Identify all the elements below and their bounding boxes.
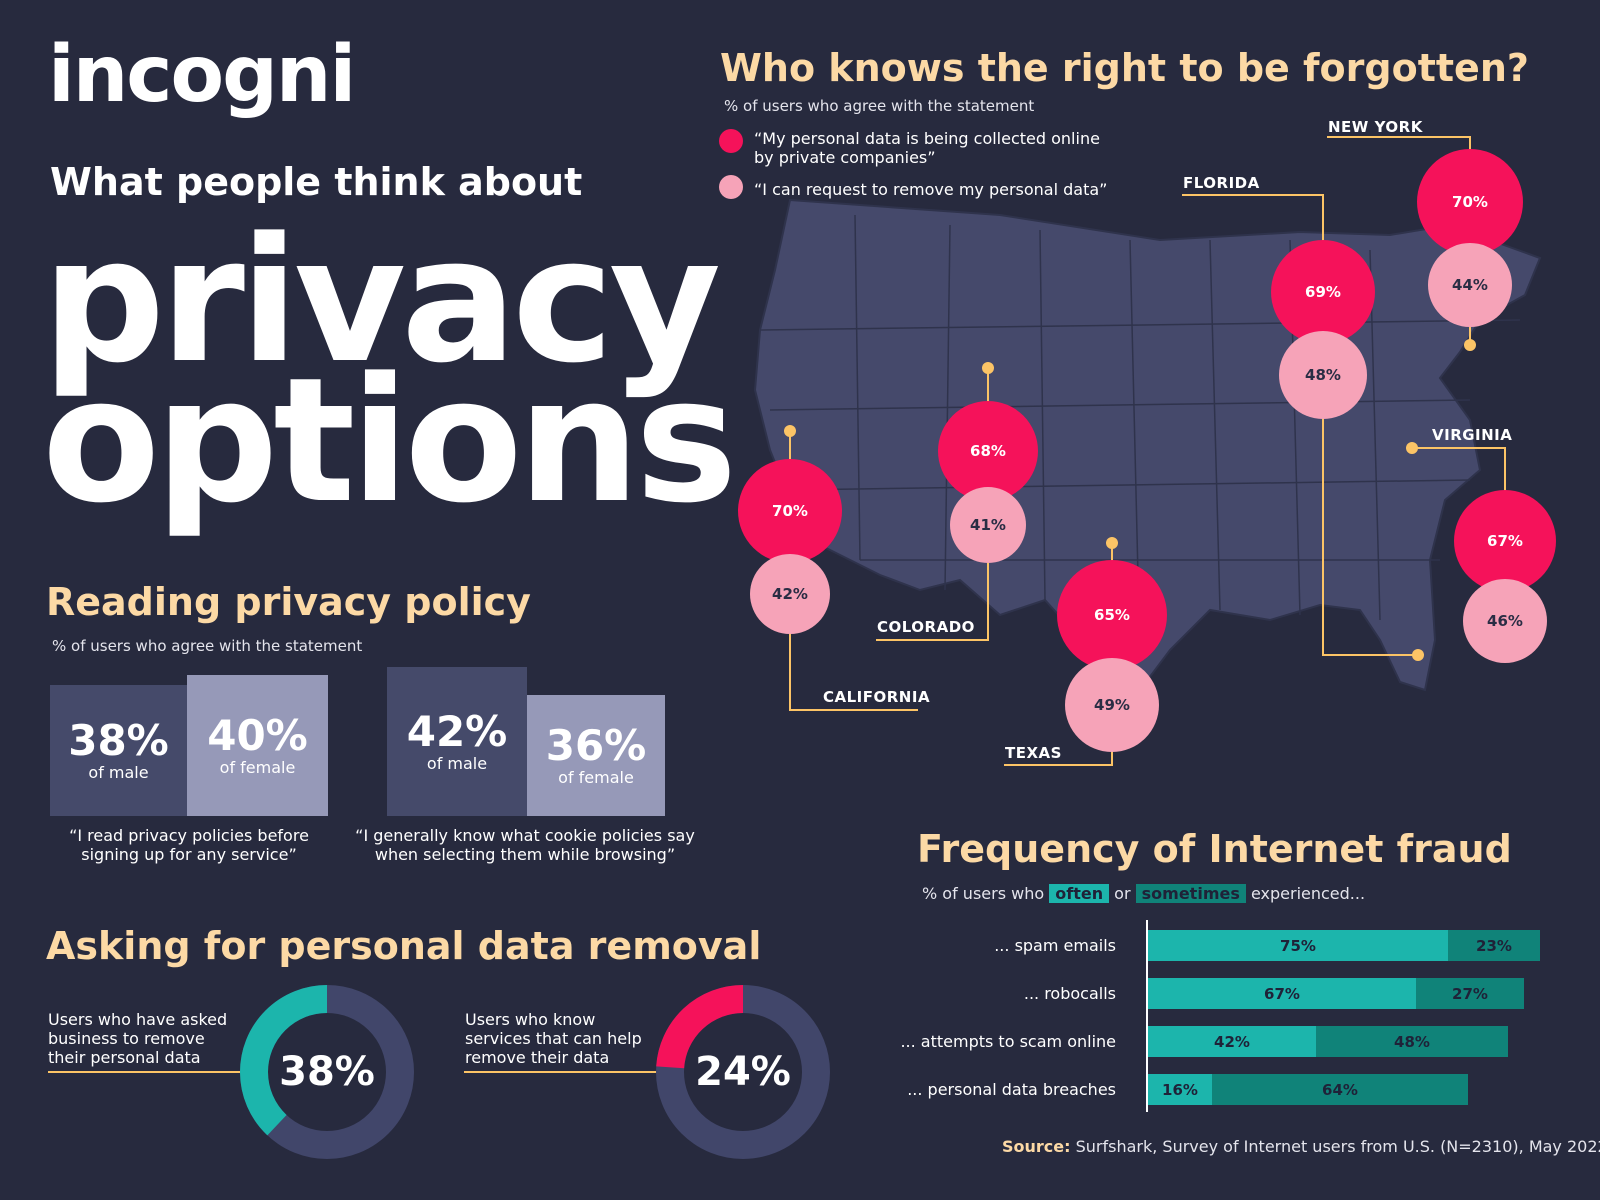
reading-2-male-bar: 42% of male	[387, 667, 527, 816]
fraud-note-post: experienced...	[1250, 884, 1366, 903]
state-texas: TEXAS	[1005, 744, 1062, 762]
removal-1-value: 38%	[279, 1049, 375, 1095]
removal-1-label: Users who have asked business to remove …	[48, 1010, 228, 1068]
removal-2-value: 24%	[695, 1049, 791, 1095]
removal-1-donut-value	[240, 985, 414, 1159]
title-options: options	[42, 340, 737, 541]
legend-request-dot	[719, 175, 743, 199]
reading-2-female-label: of female	[558, 768, 634, 788]
reading-2-quote: “I generally know what cookie policies s…	[355, 826, 695, 865]
colorado-leader-dot	[982, 362, 994, 374]
state-virginia: VIRGINIA	[1432, 426, 1513, 444]
reading-1-male-value: 38%	[68, 715, 169, 765]
reading-2-male-value: 42%	[406, 706, 508, 756]
reading-1-male-label: of male	[88, 763, 149, 783]
us-map-state-borders	[759, 214, 1521, 661]
virginia-leader-dot	[1406, 442, 1418, 454]
state-new-york: NEW YORK	[1328, 118, 1423, 136]
fraud-note: % of users who often or sometimes experi…	[922, 884, 1365, 903]
state-florida: FLORIDA	[1183, 174, 1260, 192]
texas-request-bubble: 49%	[1065, 658, 1159, 752]
source-text: Surfshark, Survey of Internet users from…	[1075, 1137, 1600, 1156]
reading-2-male-label: of male	[426, 754, 488, 774]
legend-collected-text: “My personal data is being collected onl…	[754, 129, 1100, 168]
brand-logo: incogni	[48, 30, 356, 120]
source-label: Source:	[1002, 1137, 1071, 1156]
reading-2-female-bar: 36% of female	[527, 695, 665, 816]
colorado-request-bubble: 41%	[950, 487, 1026, 563]
virginia-request-bubble: 46%	[1463, 579, 1547, 663]
texas-leader-dot	[1106, 537, 1118, 549]
florida-collected-bubble: 69%	[1271, 240, 1375, 344]
legend-collected-dot	[719, 129, 743, 153]
california-request-bubble: 42%	[750, 554, 830, 634]
california-collected-bubble: 70%	[738, 459, 842, 563]
fraud-sometimes-tag: sometimes	[1135, 884, 1246, 903]
reading-1-female-value: 40%	[207, 710, 308, 760]
florida-leader-dot	[1412, 649, 1424, 661]
state-colorado: COLORADO	[877, 618, 975, 636]
removal-heading: Asking for personal data removal	[46, 924, 762, 968]
florida-leader	[1182, 194, 1418, 656]
fraud-axis-line	[1146, 920, 1148, 1112]
state-california: CALIFORNIA	[823, 688, 931, 706]
fraud-often-tag: often	[1049, 884, 1110, 903]
reading-1-female-label: of female	[219, 758, 296, 778]
subtitle: What people think about	[50, 160, 583, 204]
forgotten-heading: Who knows the right to be forgotten?	[720, 46, 1529, 90]
forgotten-note: % of users who agree with the statement	[724, 97, 1035, 115]
legend-request-text: “I can request to remove my personal dat…	[754, 180, 1108, 199]
fraud-heading: Frequency of Internet fraud	[917, 827, 1512, 871]
reading-1-quote: “I read privacy policies before signing …	[69, 826, 309, 865]
fraud-note-pre: % of users who	[922, 884, 1045, 903]
reading-1-female-bar: 40% of female	[187, 675, 328, 816]
california-leader-dot	[784, 425, 796, 437]
new-york-request-bubble: 44%	[1428, 243, 1512, 327]
removal-2-donut-value	[656, 985, 830, 1159]
fraud-note-or: or	[1114, 884, 1131, 903]
new-york-collected-bubble: 70%	[1417, 149, 1523, 255]
texas-collected-bubble: 65%	[1057, 560, 1167, 670]
virginia-collected-bubble: 67%	[1454, 490, 1556, 592]
source-note: Source: Surfshark, Survey of Internet us…	[1002, 1137, 1600, 1156]
new-york-leader-dot	[1464, 339, 1476, 351]
removal-2-label: Users who know services that can help re…	[465, 1010, 642, 1068]
reading-heading: Reading privacy policy	[46, 580, 531, 624]
title-privacy: privacy	[42, 200, 721, 401]
reading-note: % of users who agree with the statement	[52, 637, 363, 655]
virginia-leader	[1412, 447, 1506, 505]
reading-2-female-value: 36%	[545, 720, 647, 770]
reading-1-male-bar: 38% of male	[50, 685, 187, 816]
colorado-collected-bubble: 68%	[938, 401, 1038, 501]
florida-request-bubble: 48%	[1279, 331, 1367, 419]
